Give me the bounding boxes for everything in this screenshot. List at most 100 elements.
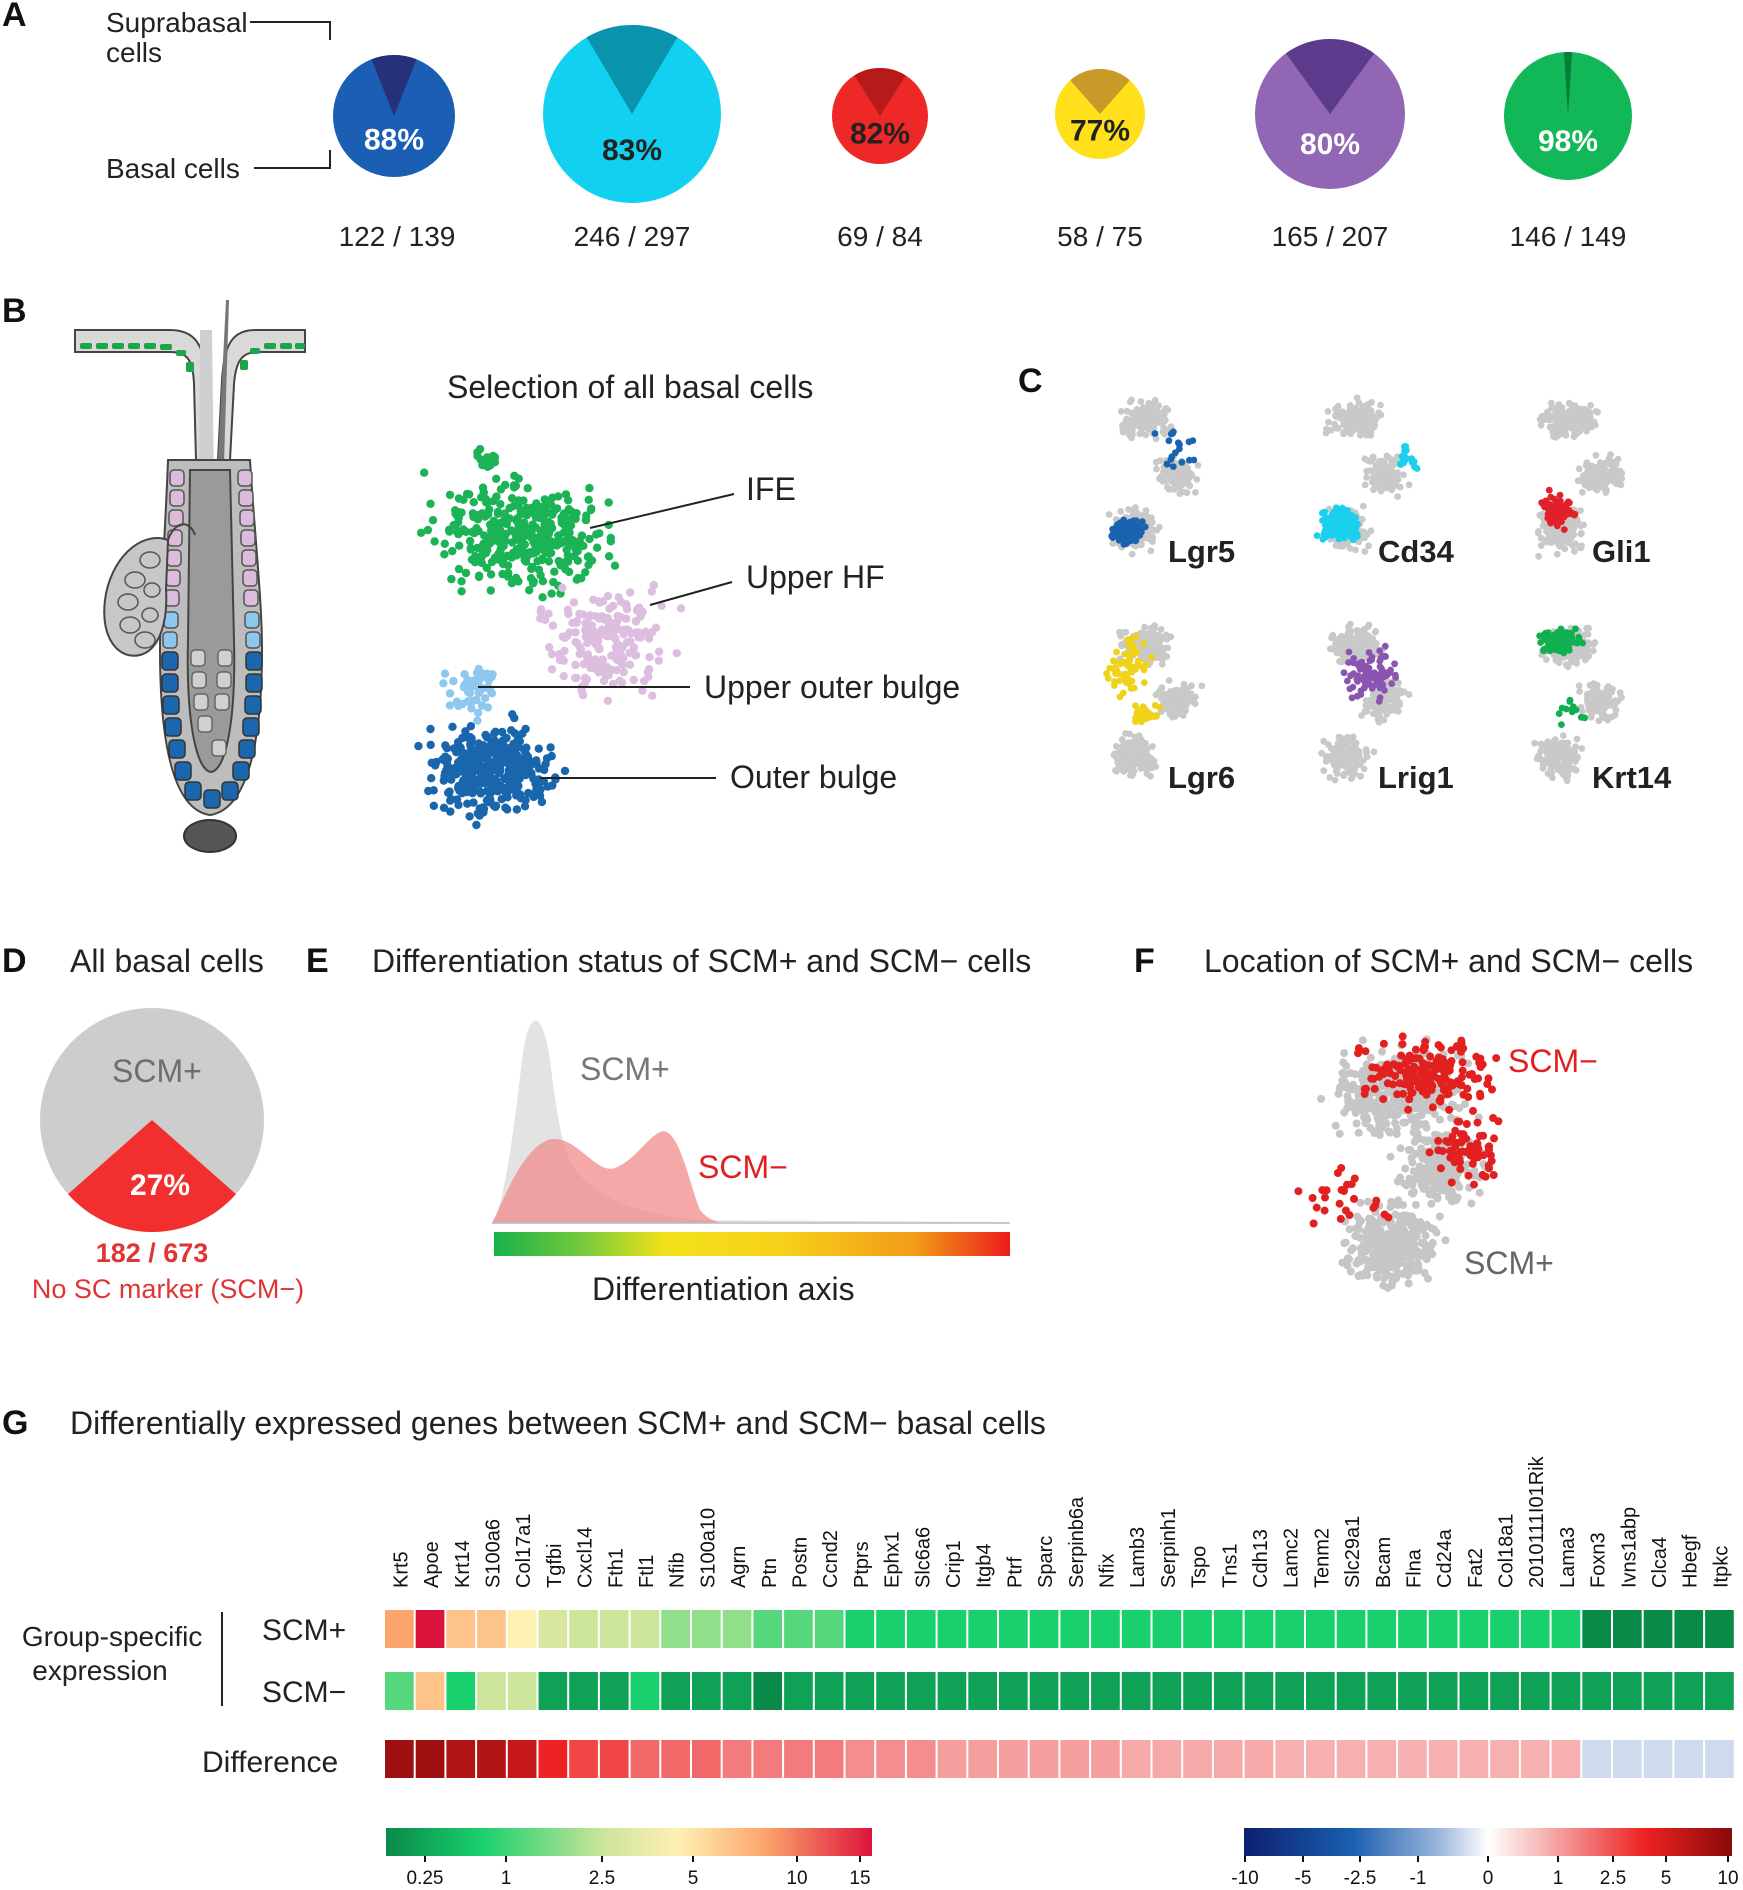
scatter-b-point [510, 471, 519, 480]
scatter-b-point [416, 528, 426, 537]
umap-krt14-bg-point [1578, 745, 1586, 752]
scatter-b-point [466, 545, 475, 554]
umap-lgr6-point [1109, 657, 1117, 665]
scatter-f-bg-point [1386, 1152, 1395, 1161]
umap-cd34-bg-point [1325, 418, 1332, 426]
scatter-b-point [454, 494, 464, 503]
umap-krt14-bg-point [1561, 766, 1569, 774]
scatter-b-point [473, 716, 482, 725]
scatter-b-point [626, 628, 636, 638]
umap-lrig1-point [1371, 673, 1379, 681]
density-plot [492, 1020, 1010, 1224]
scatter-f-bg-point [1366, 1053, 1375, 1062]
umap-lgr6-point [1120, 658, 1128, 666]
scatter-f-bg-point [1384, 1127, 1393, 1136]
umap-lrig1-bg-point [1347, 628, 1355, 636]
umap-lrig1-point [1354, 678, 1361, 685]
umap-lrig1-point [1357, 691, 1365, 698]
umap-krt14-bg-point [1561, 773, 1569, 780]
umap-lgr5-bg-point [1171, 480, 1178, 487]
scatter-b-point [556, 653, 565, 662]
scatter-b-point [496, 500, 505, 509]
scatter-b-point [476, 765, 485, 774]
umap-lrig1-bg-point [1345, 765, 1353, 773]
scatter-b-point [536, 605, 546, 614]
umap-lgr5-bg-point [1164, 484, 1171, 491]
scatter-f-bg-point [1335, 1129, 1344, 1138]
scatter-b-point [514, 500, 523, 510]
scatter-b-point [520, 745, 529, 755]
scatter-f-bg-point [1407, 1115, 1416, 1124]
scatter-f-bg-point [1375, 1130, 1384, 1139]
scatter-b-point [599, 676, 609, 686]
umap-lrig1-bg-point [1346, 620, 1354, 628]
umap-lgr6-bg-point [1119, 752, 1126, 759]
umap-lgr5-bg-point [1149, 533, 1157, 541]
umap-lgr6-point [1130, 649, 1138, 657]
umap-krt14-point [1576, 638, 1584, 646]
scatter-b-point [527, 548, 536, 558]
umap-krt14-bg-point [1589, 647, 1597, 655]
scatter-b-point [462, 489, 472, 499]
scatter-b-point [571, 544, 580, 554]
umap-krt14-bg-point [1572, 743, 1579, 750]
pie-a-2-suprabasal-slice [854, 68, 906, 116]
umap-lgr5-point [1186, 456, 1193, 464]
scatter-b-point [581, 515, 591, 525]
umap-lgr5-point [1110, 532, 1118, 540]
umap-cd34-bg-point [1352, 546, 1359, 554]
scatter-b-point [476, 754, 485, 764]
umap-label-cd34: Cd34 [1378, 534, 1455, 569]
umap-lgr6-point [1153, 712, 1160, 719]
scatter-b-point [507, 764, 516, 774]
differentiation-axis-bar [494, 1232, 1010, 1256]
umap-lgr5-bg-point [1105, 511, 1113, 518]
scatter-f-bg-point [1374, 1116, 1383, 1125]
scatter-b-point [631, 616, 641, 626]
umap-lrig1-point [1347, 672, 1354, 680]
scatter-b-point [521, 796, 530, 805]
scatter-b-point [604, 552, 614, 561]
umap-lgr5-point [1174, 439, 1182, 447]
umap-krt14-point [1581, 714, 1589, 722]
scatter-b-point [486, 586, 495, 595]
umap-cd34-bg-point [1332, 405, 1339, 413]
umap-lrig1-bg-point [1401, 688, 1408, 696]
scatter-b-point [538, 593, 547, 602]
umap-lgr6-bg-point [1155, 654, 1163, 661]
umap-gli1-point [1557, 517, 1565, 525]
scatter-b-point [449, 676, 458, 686]
umap-gli1-point [1571, 510, 1579, 518]
umap-gli1-point [1551, 495, 1558, 503]
scatter-b-point [561, 490, 571, 499]
scatter-b-point [550, 538, 559, 547]
umap-lgr5-bg-point [1160, 411, 1168, 419]
panel-d-title: All basal cells [70, 943, 264, 979]
umap-cd34-point [1344, 507, 1351, 514]
umap-gli1-bg-point [1543, 410, 1550, 418]
scatter-f-bg-point [1352, 1119, 1361, 1128]
pie-a-3-fraction: 58 / 75 [1057, 221, 1143, 252]
scatter-b-point [508, 710, 517, 719]
umap-krt14-bg-point [1594, 699, 1602, 706]
scatter-b-point [507, 494, 517, 503]
scatter-b-point [446, 807, 455, 816]
scatter-b-point [527, 564, 536, 574]
umap-gli1-point [1538, 499, 1546, 506]
scatter-b-point [550, 567, 559, 576]
umap-krt14-bg-point [1542, 747, 1550, 755]
umap-gli1-bg-point [1564, 538, 1572, 546]
umap-lgr6-bg-point [1166, 697, 1174, 705]
umap-lrig1-bg-point [1335, 733, 1343, 741]
pie-a-4-fraction: 165 / 207 [1272, 221, 1389, 252]
umap-lrig1-bg-point [1340, 772, 1347, 779]
scatter-f-bg-point [1455, 1183, 1464, 1192]
umap-lrig1-bg-point [1371, 628, 1379, 636]
umap-lrig1-bg-point [1338, 657, 1346, 665]
umap-gli1-point [1556, 491, 1564, 499]
scatter-b-point [533, 556, 542, 566]
scatter-b-point [507, 726, 516, 735]
umap-lrig1-point [1350, 659, 1357, 667]
scatter-b-point [420, 468, 429, 477]
